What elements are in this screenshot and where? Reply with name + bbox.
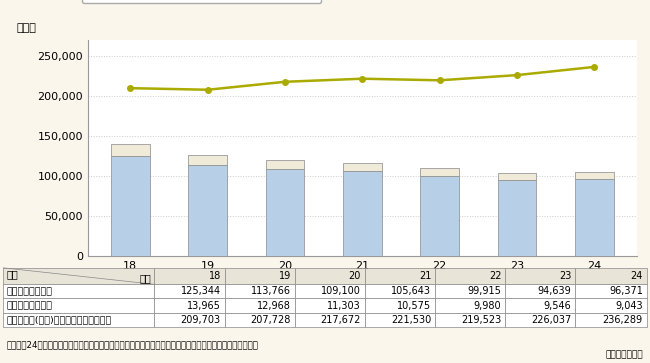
Text: 通常透捕状（人）: 通常透捕状（人）: [6, 287, 53, 296]
Bar: [343, 171, 382, 256]
Bar: [111, 156, 150, 256]
Text: 13,965: 13,965: [187, 301, 221, 311]
Bar: [155, 268, 225, 284]
Bar: [155, 298, 225, 313]
Bar: [294, 313, 365, 327]
Text: 9,980: 9,980: [474, 301, 501, 311]
Bar: [266, 160, 304, 169]
Text: 18: 18: [209, 271, 221, 281]
Bar: [365, 268, 435, 284]
Bar: [575, 284, 647, 298]
Bar: [365, 284, 435, 298]
Bar: [365, 298, 435, 313]
Bar: [225, 298, 294, 313]
Bar: [3, 313, 155, 327]
Text: 221,530: 221,530: [391, 315, 431, 325]
Text: 区分: 区分: [6, 269, 18, 279]
Bar: [575, 268, 647, 284]
Bar: [575, 298, 647, 313]
Bar: [188, 165, 227, 256]
Bar: [435, 284, 505, 298]
Bar: [294, 298, 365, 313]
Text: （人）: （人）: [16, 24, 36, 33]
Bar: [111, 144, 150, 156]
Bar: [225, 284, 294, 298]
Bar: [266, 169, 304, 256]
Bar: [505, 268, 575, 284]
Bar: [435, 313, 505, 327]
Bar: [3, 268, 155, 284]
Bar: [421, 176, 459, 256]
Bar: [3, 298, 155, 313]
Bar: [294, 268, 365, 284]
Text: 11,303: 11,303: [327, 301, 361, 311]
Text: 219,523: 219,523: [461, 315, 501, 325]
Text: 96,371: 96,371: [609, 286, 643, 297]
Bar: [188, 155, 227, 165]
Text: 99,915: 99,915: [467, 286, 501, 297]
Text: 出典：司法統計: 出典：司法統計: [606, 350, 644, 359]
Text: 9,043: 9,043: [615, 301, 643, 311]
Text: 21: 21: [419, 271, 431, 281]
Text: 19: 19: [279, 271, 291, 281]
Bar: [3, 284, 155, 298]
Bar: [421, 168, 459, 176]
Text: 125,344: 125,344: [181, 286, 221, 297]
Text: 113,766: 113,766: [251, 286, 291, 297]
Bar: [225, 313, 294, 327]
Bar: [435, 298, 505, 313]
Bar: [498, 180, 536, 256]
Bar: [435, 268, 505, 284]
Bar: [498, 172, 536, 180]
Bar: [155, 313, 225, 327]
Bar: [575, 179, 614, 256]
Text: 22: 22: [489, 271, 501, 281]
Bar: [294, 284, 365, 298]
Text: 年次: 年次: [140, 273, 151, 283]
Text: 207,728: 207,728: [250, 315, 291, 325]
Text: 差押・捜索(許可)状・検証許可状（人）: 差押・捜索(許可)状・検証許可状（人）: [6, 315, 112, 324]
Text: 209,703: 209,703: [181, 315, 221, 325]
Legend: 紧急透捕状, 通常透捕状, 差押・捜索(許可)状・検証許可状: 紧急透捕状, 通常透捕状, 差押・捜索(許可)状・検証許可状: [82, 0, 321, 3]
Text: 94,639: 94,639: [538, 286, 571, 297]
Text: 9,546: 9,546: [543, 301, 571, 311]
Text: 10,575: 10,575: [397, 301, 431, 311]
Text: 109,100: 109,100: [321, 286, 361, 297]
Text: 23: 23: [559, 271, 571, 281]
Text: 注：平成24年の差押・捜索（許可）状・検証許可状の発付人員は、記録命令付差押許可状の発付人員を含む: 注：平成24年の差押・捜索（許可）状・検証許可状の発付人員は、記録命令付差押許可…: [6, 340, 259, 349]
Bar: [575, 172, 614, 179]
Text: 217,672: 217,672: [320, 315, 361, 325]
Text: 226,037: 226,037: [531, 315, 571, 325]
Text: 20: 20: [348, 271, 361, 281]
Bar: [343, 163, 382, 171]
Bar: [505, 298, 575, 313]
Bar: [225, 268, 294, 284]
Text: 24: 24: [630, 271, 643, 281]
Bar: [155, 284, 225, 298]
Text: 紧急透捕状（人）: 紧急透捕状（人）: [6, 301, 53, 310]
Text: 236,289: 236,289: [603, 315, 643, 325]
Text: 12,968: 12,968: [257, 301, 291, 311]
Bar: [505, 284, 575, 298]
Text: 105,643: 105,643: [391, 286, 431, 297]
Bar: [505, 313, 575, 327]
Bar: [575, 313, 647, 327]
Bar: [365, 313, 435, 327]
